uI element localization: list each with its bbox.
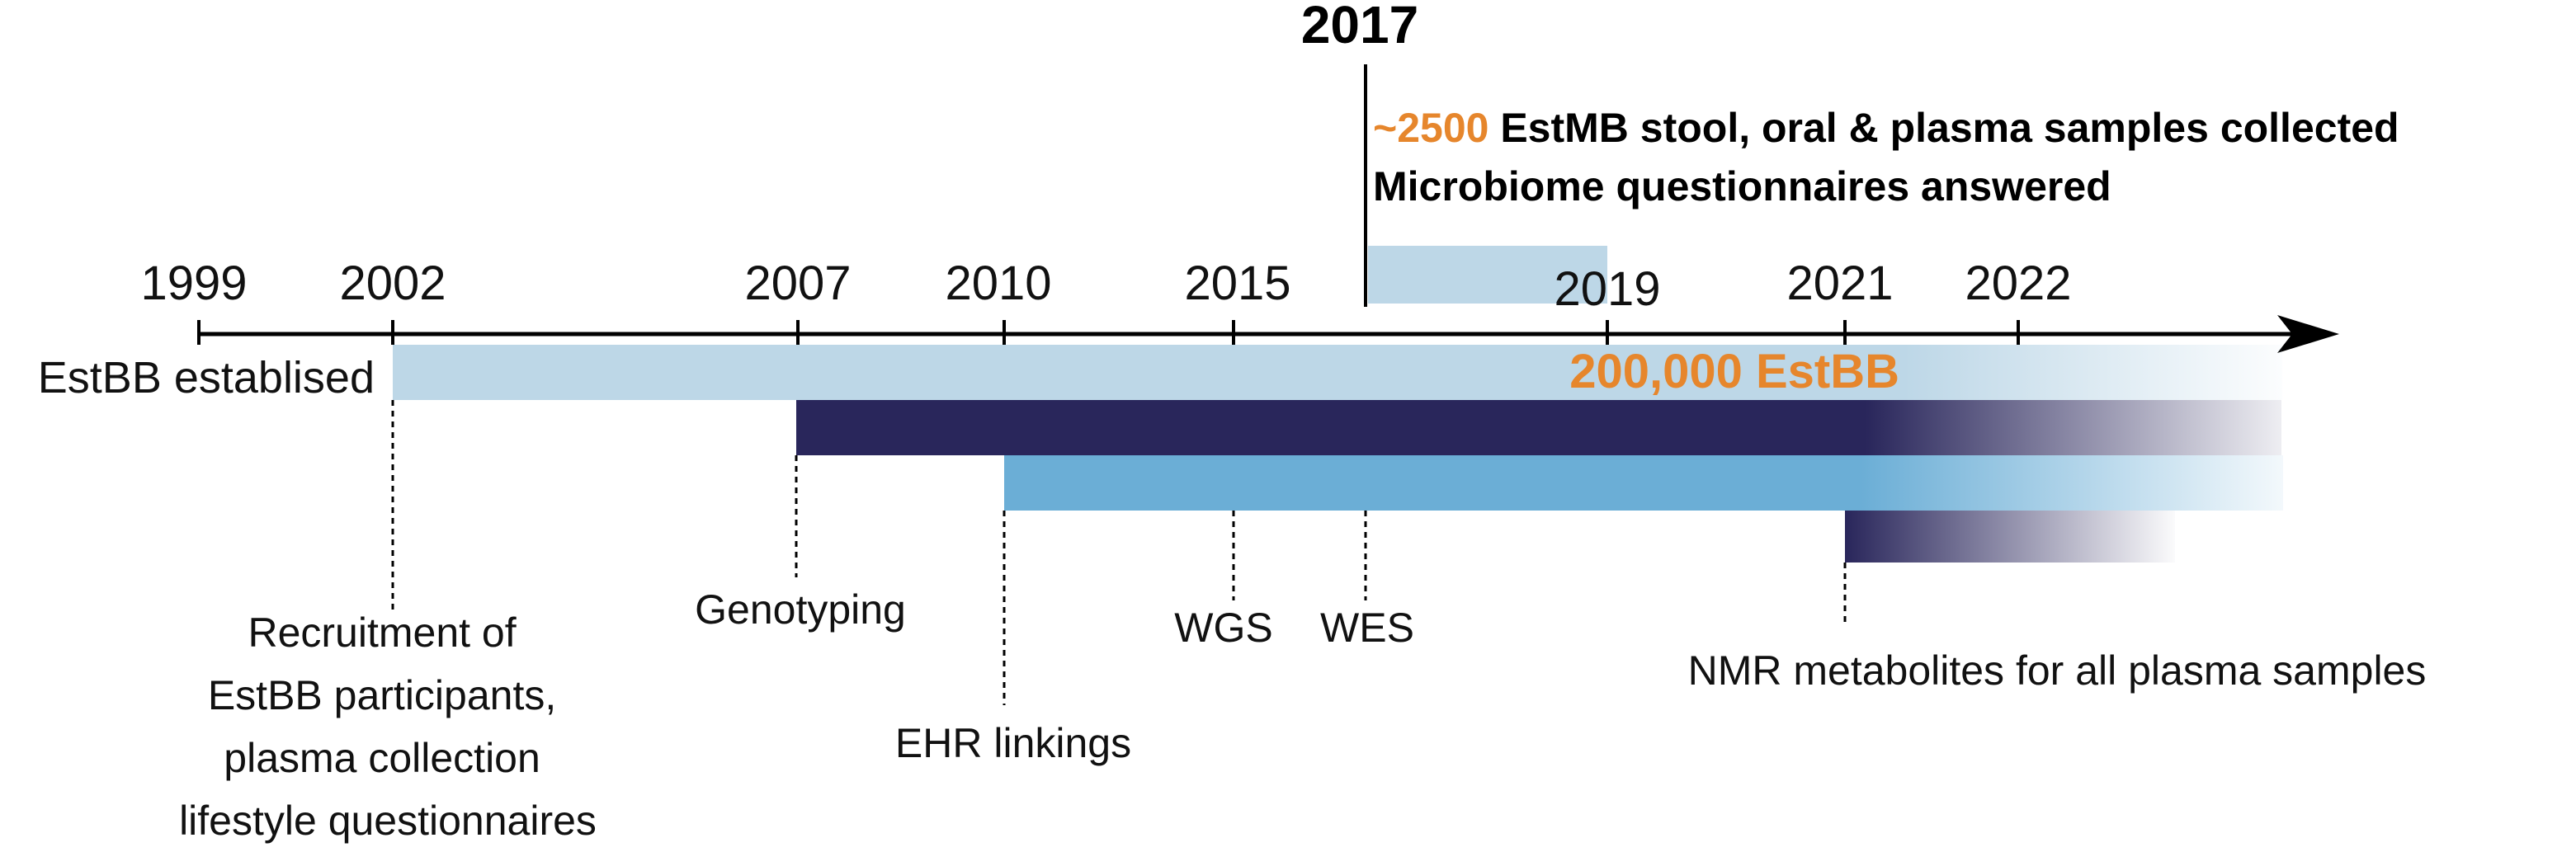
highlight-line-1-rest: EstMB stool, oral & plasma samples colle… bbox=[1489, 105, 2399, 151]
axis-ticks bbox=[197, 320, 2020, 345]
nmr-caption: NMR metabolites for all plasma samples bbox=[1688, 647, 2427, 694]
year-label-2019: 2019 bbox=[1554, 262, 1660, 316]
estbb-cohort-bar bbox=[393, 345, 2282, 400]
ehr-linking-bar bbox=[1004, 455, 2283, 511]
recruitment-caption-line-1: Recruitment of bbox=[248, 610, 516, 656]
highlight-count: ~2500 bbox=[1373, 105, 1489, 151]
recruitment-caption-line-4: lifestyle questionnaires bbox=[179, 798, 597, 844]
wes-caption: WES bbox=[1320, 605, 1414, 651]
year-label-2007: 2007 bbox=[744, 257, 851, 310]
year-label-2022: 2022 bbox=[1965, 257, 2071, 310]
year-label-2015: 2015 bbox=[1184, 257, 1290, 310]
genotyping-caption: Genotyping bbox=[695, 586, 906, 633]
recruitment-caption-line-3: plasma collection bbox=[224, 735, 540, 781]
ehr-caption: EHR linkings bbox=[895, 720, 1131, 766]
year-label-2002: 2002 bbox=[339, 257, 446, 310]
estmb-collection-bar bbox=[1368, 246, 1607, 304]
genotyping-bar bbox=[796, 400, 2281, 455]
estbb-size-label: 200,000 EstBB bbox=[1569, 345, 1899, 398]
highlight-line-1: ~2500 EstMB stool, oral & plasma samples… bbox=[1373, 105, 2399, 151]
highlight-line-2: Microbiome questionnaires answered bbox=[1373, 163, 2111, 209]
year-label-2010: 2010 bbox=[945, 257, 1051, 310]
year-label-2021: 2021 bbox=[1786, 257, 1893, 310]
year-label-1999: 1999 bbox=[140, 257, 247, 310]
timeline-arrow-head bbox=[2277, 315, 2339, 353]
wgs-caption: WGS bbox=[1174, 605, 1272, 651]
estbb-established-label: EstBB establised bbox=[38, 353, 375, 402]
recruitment-caption: Recruitment of EstBB participants, plasm… bbox=[179, 610, 597, 844]
highlight-year: 2017 bbox=[1301, 0, 1418, 54]
dashed-connectors bbox=[391, 400, 1847, 705]
recruitment-caption-line-2: EstBB participants, bbox=[208, 672, 556, 718]
nmr-metabolites-bar bbox=[1845, 511, 2175, 563]
